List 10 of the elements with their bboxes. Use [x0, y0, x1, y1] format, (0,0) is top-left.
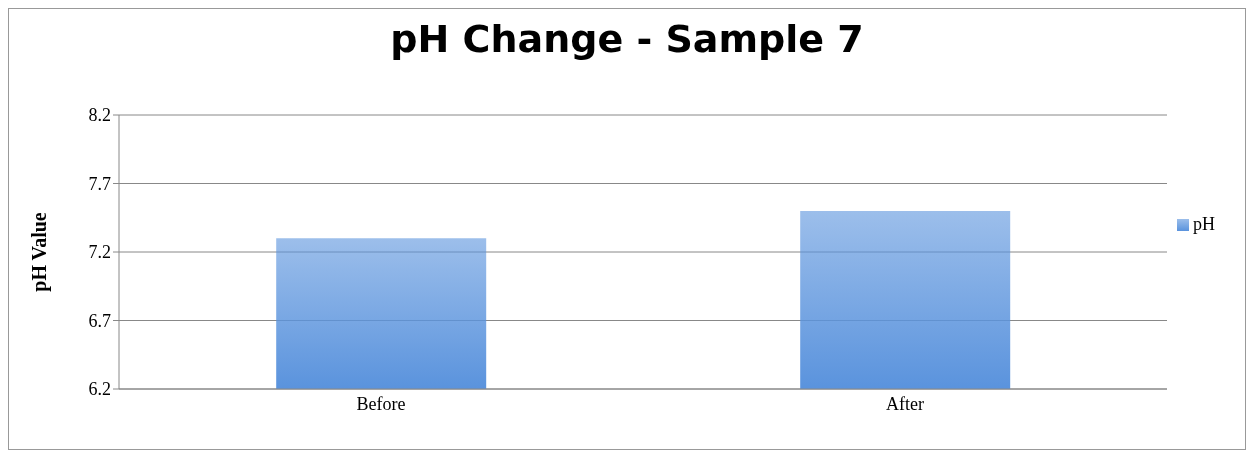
- legend-label: pH: [1193, 213, 1215, 234]
- x-tick-label: Before: [356, 393, 406, 414]
- x-tick-label: After: [886, 393, 924, 414]
- y-tick-label: 6.2: [88, 379, 111, 400]
- y-tick-label: 7.2: [88, 242, 111, 263]
- y-axis-title: pH Value: [28, 212, 52, 292]
- y-tick-label: 6.7: [88, 310, 111, 331]
- y-tick-label: 8.2: [88, 105, 111, 126]
- chart-title: pH Change - Sample 7: [389, 17, 865, 61]
- y-tick-label: 7.7: [88, 173, 111, 194]
